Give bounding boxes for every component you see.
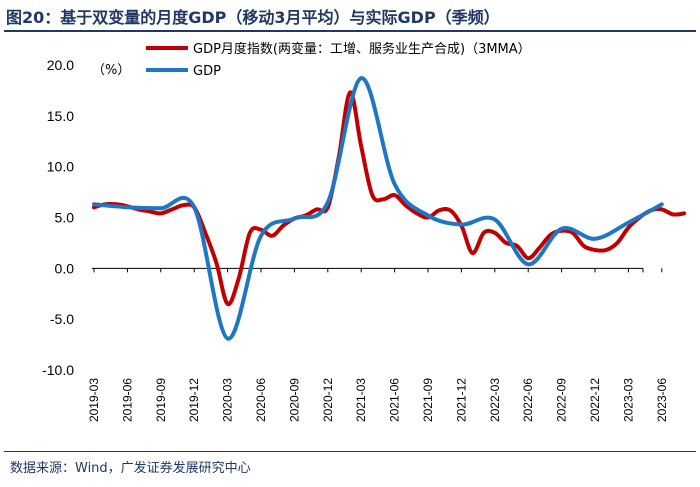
x-tick-label: 2022-03 [488, 378, 502, 422]
chart-title: 图20：基于双变量的月度GDP（移动3月平均）与实际GDP（季频） [6, 8, 500, 27]
footer-divider [4, 451, 696, 452]
y-axis: -10.0 -5.0 0.0 5.0 10.0 15.0 20.0 [42, 57, 74, 378]
x-tick-label: 2021-12 [454, 378, 468, 422]
x-tick-label: 2019-09 [154, 378, 168, 422]
x-tick-label: 2021-03 [354, 378, 368, 422]
series-line-gdp [92, 76, 664, 341]
x-tick-label: 2020-09 [287, 378, 301, 422]
legend-label: GDP [193, 64, 221, 79]
series-layer [92, 76, 687, 341]
x-axis: 2019-03 2019-06 2019-09 2019-12 2020-03 2020-… [87, 267, 669, 422]
y-axis-unit-label: （%） [92, 63, 130, 78]
y-tick-label: -5.0 [50, 311, 74, 327]
x-tick-label: 2023-06 [655, 378, 669, 422]
x-tick-label: 2019-06 [120, 378, 134, 422]
x-tick-label: 2021-06 [388, 378, 402, 422]
x-tick-label: 2020-03 [221, 378, 235, 422]
y-tick-label: 20.0 [47, 57, 74, 73]
x-tick-label: 2021-09 [421, 378, 435, 422]
x-tick-label: 2020-06 [254, 378, 268, 422]
x-tick-label: 2019-03 [87, 378, 101, 422]
y-tick-label: 15.0 [47, 108, 74, 124]
x-tick-label: 2020-12 [321, 378, 335, 422]
x-tick-label: 2019-12 [187, 378, 201, 422]
legend-label: GDP月度指数(两变量：工增、服务业生产合成)（3MMA） [193, 41, 531, 57]
x-tick-label: 2022-12 [588, 378, 602, 422]
legend: GDP月度指数(两变量：工增、服务业生产合成)（3MMA） GDP [146, 41, 531, 79]
y-tick-label: 10.0 [47, 159, 74, 175]
y-tick-label: 5.0 [55, 210, 75, 226]
y-tick-label: -10.0 [42, 362, 74, 378]
chart-canvas: -10.0-5.00.05.010.015.020.0 2019-03 2019-… [42, 41, 687, 422]
y-tick-label: 0.0 [55, 260, 75, 276]
title-divider [4, 30, 696, 32]
x-tick-label: 2023-03 [621, 378, 635, 422]
source-note: 数据来源：Wind，广发证券发展研究中心 [10, 461, 251, 476]
x-tick-label: 2022-09 [555, 378, 569, 422]
x-tick-label: 2022-06 [521, 378, 535, 422]
